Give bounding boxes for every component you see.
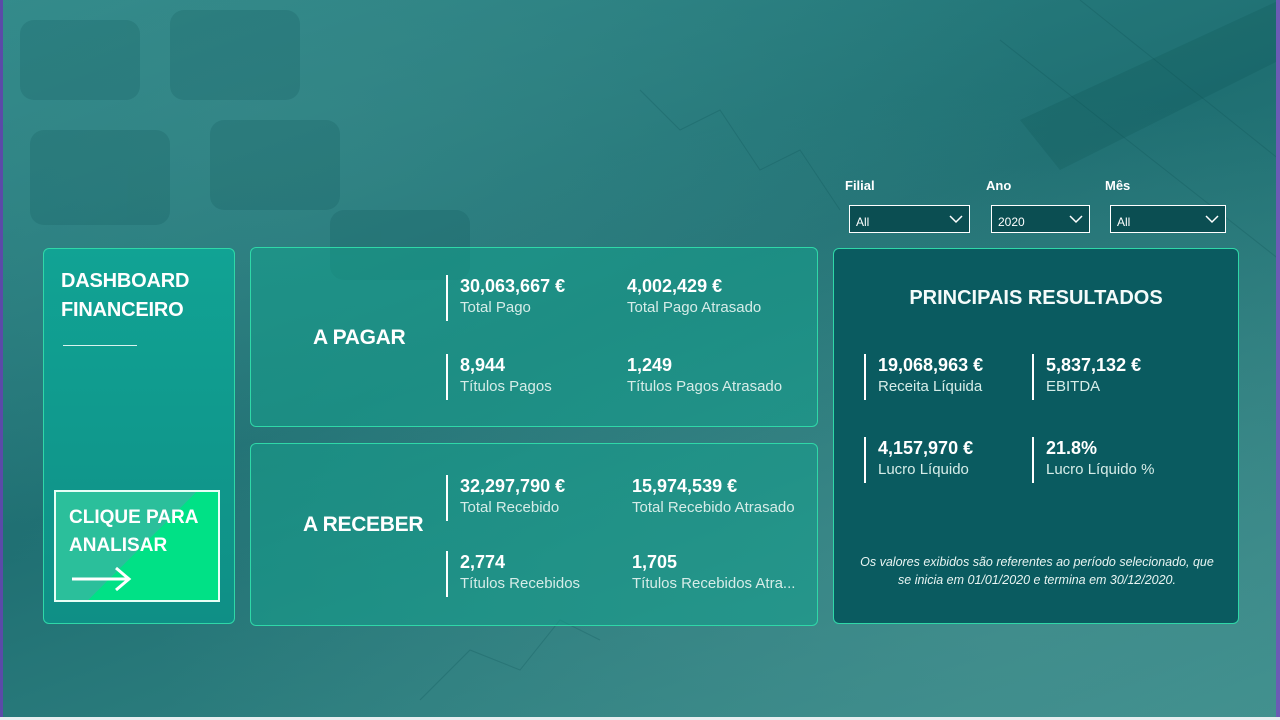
kpi-titulos-pagos: 8,944 Títulos Pagos (446, 354, 552, 400)
kpi-label: Títulos Recebidos Atra... (632, 575, 796, 592)
a-pagar-label: A PAGAR (313, 326, 406, 349)
principais-resultados-panel: PRINCIPAIS RESULTADOS 19,068,963 € Recei… (833, 248, 1239, 624)
filter-ano-value: 2020 (998, 215, 1025, 229)
filter-ano-dropdown[interactable]: 2020 (991, 205, 1090, 233)
dashboard-title-line2: FINANCEIRO (61, 299, 184, 321)
window-edge-bottom (0, 717, 1280, 720)
window-edge-right (1276, 0, 1280, 720)
window-edge-left (0, 0, 3, 720)
kpi-titulos-pagos-atrasado: 1,249 Títulos Pagos Atrasado (614, 354, 782, 400)
kpi-titulos-recebidos-atrasado: 1,705 Títulos Recebidos Atra... (620, 551, 810, 597)
kpi-value: 5,837,132 € (1046, 355, 1142, 375)
kpi-total-pago-atrasado: 4,002,429 € Total Pago Atrasado (614, 275, 761, 321)
analyze-button-label: CLIQUE PARA ANALISAR (69, 504, 219, 560)
kpi-label: Títulos Pagos (460, 378, 552, 395)
filter-ano-label: Ano (986, 178, 1012, 193)
analyze-button[interactable]: CLIQUE PARA ANALISAR (54, 490, 220, 602)
kpi-label: Títulos Pagos Atrasado (627, 378, 783, 395)
period-footnote-line1: Os valores exibidos são referentes ao pe… (860, 555, 1214, 569)
filter-mes-label: Mês (1105, 178, 1131, 193)
dashboard-title: DASHBOARD FINANCEIRO (61, 267, 189, 325)
title-divider (63, 345, 137, 346)
kpi-titulos-recebidos: 2,774 Títulos Recebidos (446, 551, 580, 597)
analyze-button-label-line2: ANALISAR (69, 535, 168, 556)
kpi-value: 4,002,429 € (627, 276, 723, 296)
dashboard-title-card: DASHBOARD FINANCEIRO CLIQUE PARA ANALISA… (43, 248, 235, 624)
kpi-receita-liquida: 19,068,963 € Receita Líquida (864, 354, 983, 400)
kpi-lucro-liquido-percent: 21.8% Lucro Líquido % (1032, 437, 1154, 483)
analyze-button-label-line1: CLIQUE PARA (69, 507, 199, 528)
kpi-value: 2,774 (460, 552, 506, 572)
kpi-value: 1,705 (632, 552, 678, 572)
a-receber-panel: A RECEBER 32,297,790 € Total Recebido 15… (250, 443, 818, 626)
chevron-down-icon (1205, 215, 1219, 224)
kpi-value: 4,157,970 € (878, 438, 974, 458)
kpi-value: 32,297,790 € (460, 476, 566, 496)
period-footnote-line2: se inicia em 01/01/2020 e termina em 30/… (898, 573, 1176, 587)
chevron-down-icon (1069, 215, 1083, 224)
chevron-down-icon (949, 215, 963, 224)
kpi-label: Total Recebido Atrasado (632, 499, 795, 516)
a-receber-label: A RECEBER (303, 513, 424, 536)
kpi-label: Total Pago (460, 299, 531, 316)
kpi-value: 1,249 (627, 355, 673, 375)
kpi-total-recebido: 32,297,790 € Total Recebido (446, 475, 565, 521)
filter-filial-value: All (856, 215, 870, 229)
kpi-label: Lucro Líquido % (1046, 461, 1155, 478)
filter-mes-value: All (1117, 215, 1131, 229)
kpi-lucro-liquido: 4,157,970 € Lucro Líquido (864, 437, 973, 483)
kpi-label: Receita Líquida (878, 378, 983, 395)
kpi-value: 30,063,667 € (460, 276, 566, 296)
kpi-value: 15,974,539 € (632, 476, 738, 496)
arrow-right-icon (72, 566, 132, 592)
kpi-ebitda: 5,837,132 € EBITDA (1032, 354, 1141, 400)
filter-filial-label: Filial (845, 178, 875, 193)
dashboard-title-line1: DASHBOARD (61, 270, 190, 292)
kpi-value: 19,068,963 € (878, 355, 984, 375)
period-footnote: Os valores exibidos são referentes ao pe… (844, 553, 1230, 589)
kpi-label: Títulos Recebidos (460, 575, 581, 592)
kpi-value: 8,944 (460, 355, 506, 375)
kpi-label: Total Pago Atrasado (627, 299, 762, 316)
filter-filial-dropdown[interactable]: All (849, 205, 970, 233)
kpi-total-recebido-atrasado: 15,974,539 € Total Recebido Atrasado (620, 475, 795, 521)
results-title: PRINCIPAIS RESULTADOS (909, 287, 1163, 309)
kpi-value: 21.8% (1046, 438, 1098, 458)
kpi-label: EBITDA (1046, 378, 1101, 395)
kpi-total-pago: 30,063,667 € Total Pago (446, 275, 565, 321)
filter-mes-dropdown[interactable]: All (1110, 205, 1226, 233)
kpi-label: Total Recebido (460, 499, 560, 516)
a-pagar-panel: A PAGAR 30,063,667 € Total Pago 4,002,42… (250, 247, 818, 427)
kpi-label: Lucro Líquido (878, 461, 969, 478)
